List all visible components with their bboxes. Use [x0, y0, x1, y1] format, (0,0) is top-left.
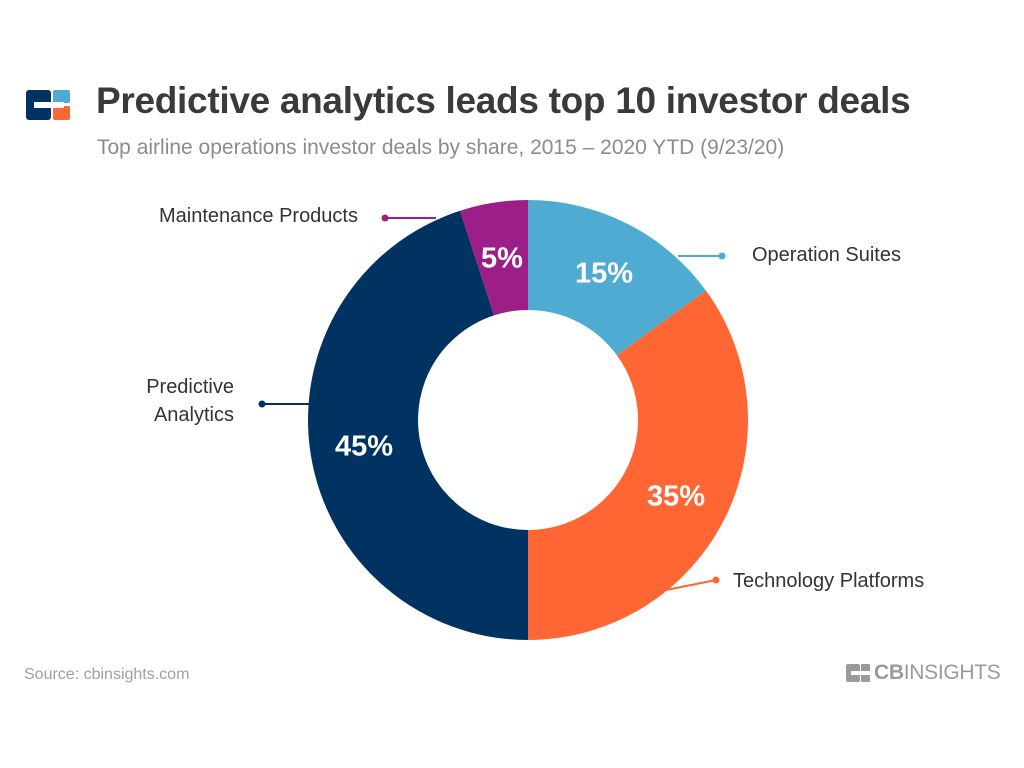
brand-wordmark: CBINSIGHTS [874, 661, 1001, 684]
source-note: Source: cbinsights.com [24, 666, 190, 683]
slice-operation-suites [528, 200, 706, 356]
leader-dot-technology-platforms [712, 576, 720, 584]
category-label-technology-platforms: Technology Platforms [733, 570, 924, 592]
slice-technology-platforms [528, 290, 748, 640]
leader-dot-maintenance-products [381, 214, 389, 222]
cb-insights-mark-icon [846, 664, 870, 682]
slice-predictive-analytics [308, 210, 528, 640]
data-label-technology-platforms: 35% [647, 481, 705, 513]
category-label-operation-suites: Operation Suites [752, 244, 901, 266]
cb-insights-logo-icon [26, 90, 70, 120]
chart-subtitle: Top airline operations investor deals by… [97, 136, 785, 159]
chart-title: Predictive analytics leads top 10 invest… [96, 80, 911, 121]
category-label-predictive-analytics: Predictive Analytics [146, 376, 234, 426]
category-label-maintenance-products: Maintenance Products [159, 205, 358, 227]
leader-line-technology-platforms [665, 579, 717, 591]
leader-dot-operation-suites [718, 252, 726, 260]
cb-insights-brand: CBINSIGHTS [846, 660, 1001, 686]
data-label-maintenance-products: 5% [481, 243, 523, 275]
slice-maintenance-products [460, 200, 528, 316]
leader-dot-predictive-analytics [258, 400, 266, 408]
data-label-predictive-analytics: 45% [335, 431, 393, 463]
data-label-operation-suites: 15% [575, 258, 633, 290]
